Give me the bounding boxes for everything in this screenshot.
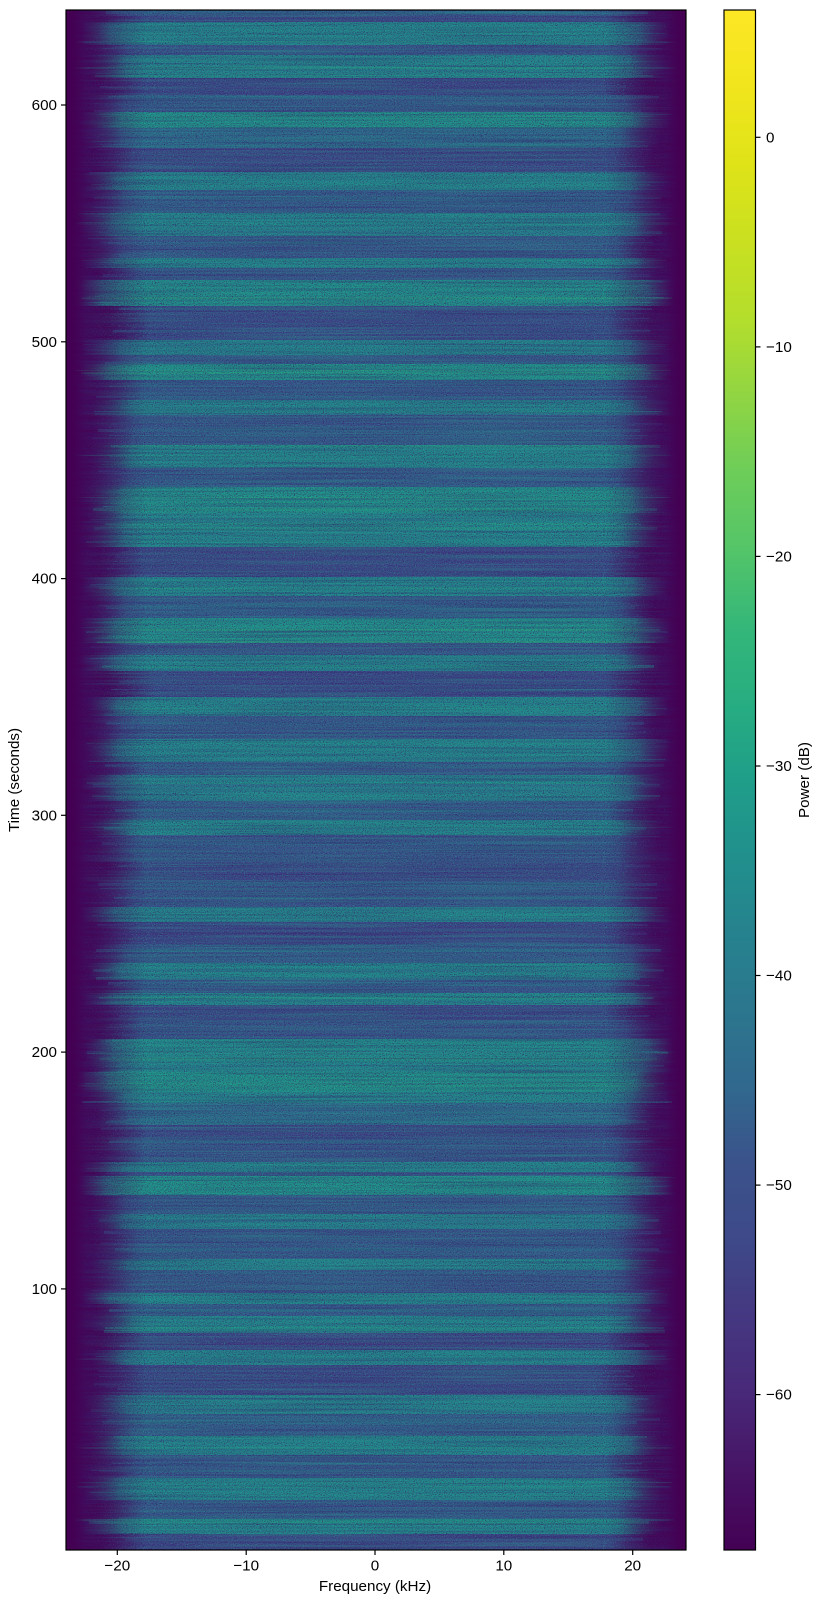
svg-text:−10: −10	[233, 1558, 259, 1575]
svg-text:0: 0	[371, 1558, 379, 1575]
svg-text:200: 200	[32, 1044, 57, 1061]
svg-text:−50: −50	[766, 1177, 792, 1194]
svg-text:600: 600	[32, 97, 57, 114]
svg-text:400: 400	[32, 571, 57, 588]
svg-text:−40: −40	[766, 968, 792, 985]
svg-text:0: 0	[766, 129, 774, 146]
svg-text:−10: −10	[766, 339, 792, 356]
svg-text:Frequency (kHz): Frequency (kHz)	[319, 1578, 431, 1595]
svg-text:500: 500	[32, 334, 57, 351]
svg-text:−20: −20	[766, 548, 792, 565]
svg-text:20: 20	[624, 1558, 641, 1575]
svg-text:−20: −20	[104, 1558, 130, 1575]
svg-text:100: 100	[32, 1281, 57, 1298]
svg-text:Power (dB): Power (dB)	[796, 742, 813, 818]
svg-text:−30: −30	[766, 758, 792, 775]
svg-text:10: 10	[495, 1558, 512, 1575]
svg-text:Time (seconds): Time (seconds)	[6, 728, 23, 832]
svg-text:300: 300	[32, 807, 57, 824]
svg-text:−60: −60	[766, 1387, 792, 1404]
